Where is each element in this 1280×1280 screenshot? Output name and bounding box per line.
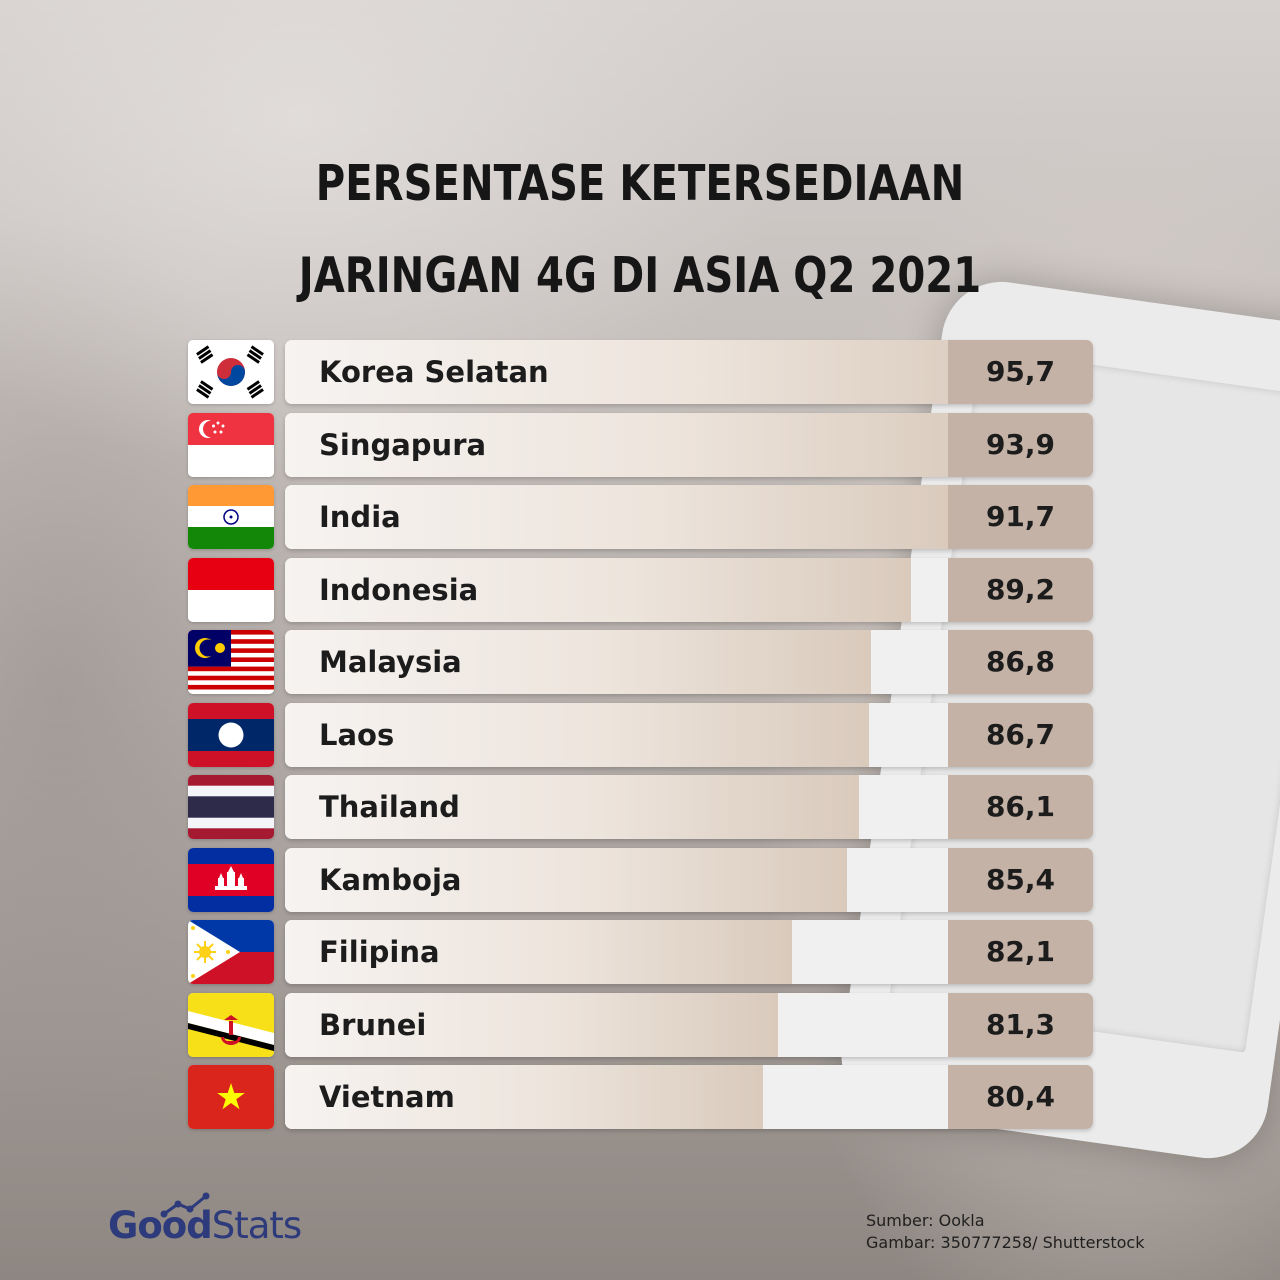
category-label: Filipina (319, 935, 440, 969)
title-line-1: PERSENTASE KETERSEDIAAN (315, 155, 965, 212)
singapore-flag-icon (188, 413, 274, 477)
value-label: 86,8 (985, 645, 1056, 678)
value-box (948, 413, 1093, 477)
india-flag-icon (188, 485, 274, 549)
bar-row: Korea Selatan 95,7 (0, 340, 1280, 404)
value-label: 82,1 (985, 935, 1056, 968)
value-box (948, 775, 1093, 839)
chart-title: PERSENTASE KETERSEDIAAN JARINGAN 4G DI A… (115, 138, 1165, 322)
bar-row: Indonesia 89,2 (0, 558, 1280, 622)
title-line-2: JARINGAN 4G DI ASIA Q2 2021 (298, 247, 982, 304)
category-label: Thailand (319, 790, 460, 824)
bar (285, 1065, 764, 1129)
bar-track: Brunei 81,3 (285, 993, 1093, 1057)
philippines-flag-icon (188, 920, 274, 984)
thailand-flag-icon (188, 775, 274, 839)
bar (285, 993, 779, 1057)
bar (285, 703, 870, 767)
bar-row: Thailand 86,1 (0, 775, 1280, 839)
category-label: Malaysia (319, 645, 462, 679)
value-box (948, 1065, 1093, 1129)
vietnam-flag-icon (188, 1065, 274, 1129)
bar-row: India 91,7 (0, 485, 1280, 549)
bar (285, 485, 954, 549)
bar-row: Kamboja 85,4 (0, 848, 1280, 912)
category-label: Laos (319, 718, 395, 752)
category-label: Singapura (319, 428, 487, 462)
bar-row: Malaysia 86,8 (0, 630, 1280, 694)
bar-track: Korea Selatan 95,7 (285, 340, 1093, 404)
brunei-flag-icon (188, 993, 274, 1057)
value-label: 80,4 (985, 1080, 1056, 1113)
malaysia-flag-icon (188, 630, 274, 694)
bar-track: Laos 86,7 (285, 703, 1093, 767)
bar-row: Filipina 82,1 (0, 920, 1280, 984)
south-korea-flag-icon (188, 340, 274, 404)
bar-row: Laos 86,7 (0, 703, 1280, 767)
bar-track: Thailand 86,1 (285, 775, 1093, 839)
category-label: Kamboja (319, 863, 462, 897)
indonesia-flag-icon (188, 558, 274, 622)
logo-good: Good (108, 1204, 213, 1247)
category-label: Indonesia (319, 573, 479, 607)
value-box (948, 920, 1093, 984)
bar-track: Singapura 93,9 (285, 413, 1093, 477)
bar-track: Vietnam 80,4 (285, 1065, 1093, 1129)
image-credit-line: Gambar: 350777258/ Shutterstock (866, 1233, 1145, 1252)
value-box (948, 630, 1093, 694)
bar (285, 848, 848, 912)
bar (285, 558, 912, 622)
laos-flag-icon (188, 703, 274, 767)
value-label: 86,1 (985, 790, 1056, 823)
value-label: 91,7 (985, 500, 1056, 533)
bar-row: Vietnam 80,4 (0, 1065, 1280, 1129)
category-label: Korea Selatan (319, 355, 549, 389)
logo-chart-icon (160, 1192, 210, 1218)
bar-row: Singapura 93,9 (0, 413, 1280, 477)
cambodia-flag-icon (188, 848, 274, 912)
value-box (948, 703, 1093, 767)
category-label: India (319, 500, 401, 534)
bar (285, 775, 860, 839)
source-line: Sumber: Ookla (866, 1211, 985, 1230)
bar (285, 920, 792, 984)
value-box (948, 340, 1093, 404)
bar (285, 340, 1021, 404)
logo-stats: Stats (211, 1204, 302, 1247)
bar (285, 413, 991, 477)
bar-track: Filipina 82,1 (285, 920, 1093, 984)
value-label: 95,7 (985, 355, 1056, 388)
bar-row: Brunei 81,3 (0, 993, 1280, 1057)
value-label: 89,2 (985, 573, 1056, 606)
value-label: 93,9 (985, 428, 1056, 461)
value-box (948, 558, 1093, 622)
source-note: Sumber: Ookla Gambar: 350777258/ Shutter… (866, 1210, 1144, 1254)
value-box (948, 485, 1093, 549)
value-label: 85,4 (985, 863, 1056, 896)
category-label: Vietnam (319, 1080, 455, 1114)
bar-track: Indonesia 89,2 (285, 558, 1093, 622)
bar-track: Kamboja 85,4 (285, 848, 1093, 912)
bar-track: India 91,7 (285, 485, 1093, 549)
bar (285, 630, 871, 694)
value-box (948, 993, 1093, 1057)
bar-track: Malaysia 86,8 (285, 630, 1093, 694)
value-box (948, 848, 1093, 912)
value-label: 86,7 (985, 718, 1056, 751)
goodstats-logo: GoodStats (108, 1204, 302, 1247)
value-label: 81,3 (985, 1008, 1056, 1041)
category-label: Brunei (319, 1008, 427, 1042)
